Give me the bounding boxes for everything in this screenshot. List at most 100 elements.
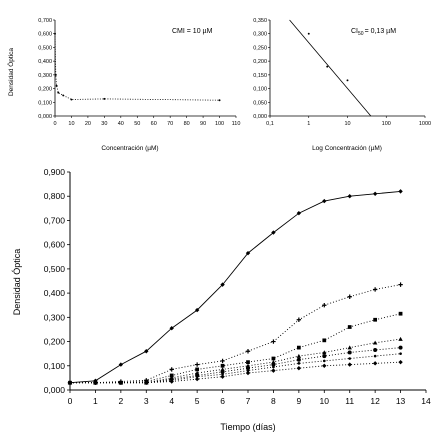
growth-y-axis-label: Densidad Óptica — [12, 249, 22, 316]
growth-series-line — [70, 361, 401, 384]
ci50-annotation-value: = 0,13 µM — [365, 28, 397, 35]
ci50-y-tick-label: 0,300 — [253, 32, 267, 38]
cmi-x-tick-label: 70 — [167, 121, 173, 127]
growth-data-point — [347, 345, 352, 350]
growth-data-point — [272, 365, 275, 369]
ci50-x-tick-label: 1000 — [419, 121, 431, 127]
growth-data-point — [347, 350, 352, 355]
growth-x-tick-label: 13 — [396, 396, 406, 406]
growth-data-point — [347, 362, 352, 367]
growth-data-point — [246, 369, 250, 372]
growth-data-point — [195, 367, 200, 372]
ci50-annotation: CI50= 0,13 µM — [351, 28, 396, 37]
growth-data-point — [220, 369, 225, 374]
growth-data-point — [322, 198, 327, 204]
growth-data-point — [246, 360, 250, 365]
growth-x-tick-label: 2 — [118, 396, 123, 406]
growth-data-point — [144, 380, 149, 385]
growth-y-tick-label: 0,100 — [44, 361, 66, 371]
growth-data-point — [169, 367, 174, 372]
growth-data-point — [195, 375, 199, 378]
ci50-y-tick-label: 0,050 — [253, 100, 267, 106]
growth-series-line — [70, 338, 401, 384]
growth-data-point — [373, 317, 378, 322]
growth-data-point — [220, 358, 225, 364]
growth-data-point — [194, 370, 200, 375]
ci50-data-point — [326, 65, 329, 68]
growth-x-tick-label: 9 — [296, 396, 301, 406]
growth-data-point — [245, 370, 251, 376]
growth-data-point — [372, 361, 378, 366]
growth-data-point — [296, 210, 302, 216]
growth-data-point — [220, 363, 225, 368]
cmi-x-tick-label: 60 — [151, 121, 157, 127]
growth-data-point — [373, 348, 378, 353]
ci50-data-point — [346, 79, 349, 82]
growth-data-point — [322, 363, 327, 368]
growth-data-point — [221, 372, 224, 376]
cmi-x-tick-label: 100 — [215, 121, 224, 127]
growth-x-tick-label: 7 — [246, 396, 251, 406]
growth-data-point — [169, 373, 174, 378]
growth-y-tick-label: 0,300 — [44, 312, 66, 322]
growth-x-tick-label: 4 — [169, 396, 174, 406]
growth-data-point — [398, 336, 403, 341]
ci50-x-tick-label: 0,1 — [266, 121, 274, 127]
growth-series-line — [70, 353, 401, 384]
cmi-data-point — [103, 97, 106, 100]
growth-x-tick-label: 5 — [195, 396, 200, 406]
ci50-y-tick-label: 0,350 — [253, 18, 267, 24]
growth-data-point — [246, 366, 250, 371]
growth-data-point — [93, 380, 98, 385]
growth-data-point — [271, 362, 276, 367]
growth-y-tick-label: 0,000 — [44, 385, 66, 395]
ci50-data-point — [307, 32, 310, 35]
cmi-data-point — [57, 91, 60, 94]
growth-data-point — [245, 363, 251, 368]
growth-data-point — [245, 250, 251, 256]
growth-data-point — [296, 366, 302, 371]
ci50-panel: CI50= 0,13 µM Log Concentración (µM) 0,0… — [253, 18, 431, 152]
cmi-data-point — [54, 73, 57, 76]
cmi-y-tick-label: 0,500 — [38, 45, 52, 51]
growth-panel: Tiempo (días) Densidad Óptica 0,000 0,100… — [12, 167, 431, 432]
growth-data-point — [398, 359, 403, 365]
growth-y-tick-label: 0,500 — [44, 264, 66, 274]
growth-data-point — [118, 380, 124, 385]
growth-data-point — [322, 350, 327, 355]
growth-x-tick-label: 0 — [68, 396, 73, 406]
growth-y-tick-label: 0,800 — [44, 191, 66, 201]
growth-data-point — [322, 338, 327, 343]
cmi-data-point — [70, 98, 73, 101]
ci50-y-tick-label: 0,150 — [253, 73, 267, 79]
cmi-y-tick-label: 0,200 — [38, 87, 52, 93]
ci50-y-tick-label: 0,000 — [253, 114, 267, 120]
cmi-x-tick-label: 0 — [53, 121, 56, 127]
ci50-x-axis-label: Log Concentración (µM) — [312, 145, 382, 152]
cmi-x-tick-label: 30 — [101, 121, 107, 127]
growth-data-point — [194, 307, 200, 313]
growth-data-point — [372, 340, 378, 345]
ci50-y-tick-label: 0,200 — [253, 59, 267, 65]
growth-data-point — [399, 352, 402, 355]
cmi-x-tick-label: 110 — [232, 121, 241, 127]
growth-data-point — [194, 362, 200, 367]
growth-x-tick-label: 1 — [93, 396, 98, 406]
cmi-x-tick-label: 90 — [200, 121, 206, 127]
growth-data-point — [220, 282, 225, 287]
growth-data-point — [347, 325, 352, 329]
growth-data-point — [372, 191, 378, 196]
growth-data-point — [296, 345, 301, 350]
growth-data-point — [271, 359, 276, 364]
growth-y-tick-label: 0,600 — [44, 240, 66, 250]
growth-x-tick-label: 8 — [271, 396, 276, 406]
ci50-fit-line — [289, 19, 372, 117]
growth-data-point — [347, 194, 352, 199]
growth-data-point — [322, 303, 327, 308]
growth-data-point — [245, 349, 251, 354]
growth-data-point — [348, 357, 352, 360]
cmi-data-point — [55, 84, 58, 87]
growth-x-tick-label: 12 — [370, 396, 380, 406]
ci50-y-tick-label: 0,100 — [253, 87, 267, 93]
